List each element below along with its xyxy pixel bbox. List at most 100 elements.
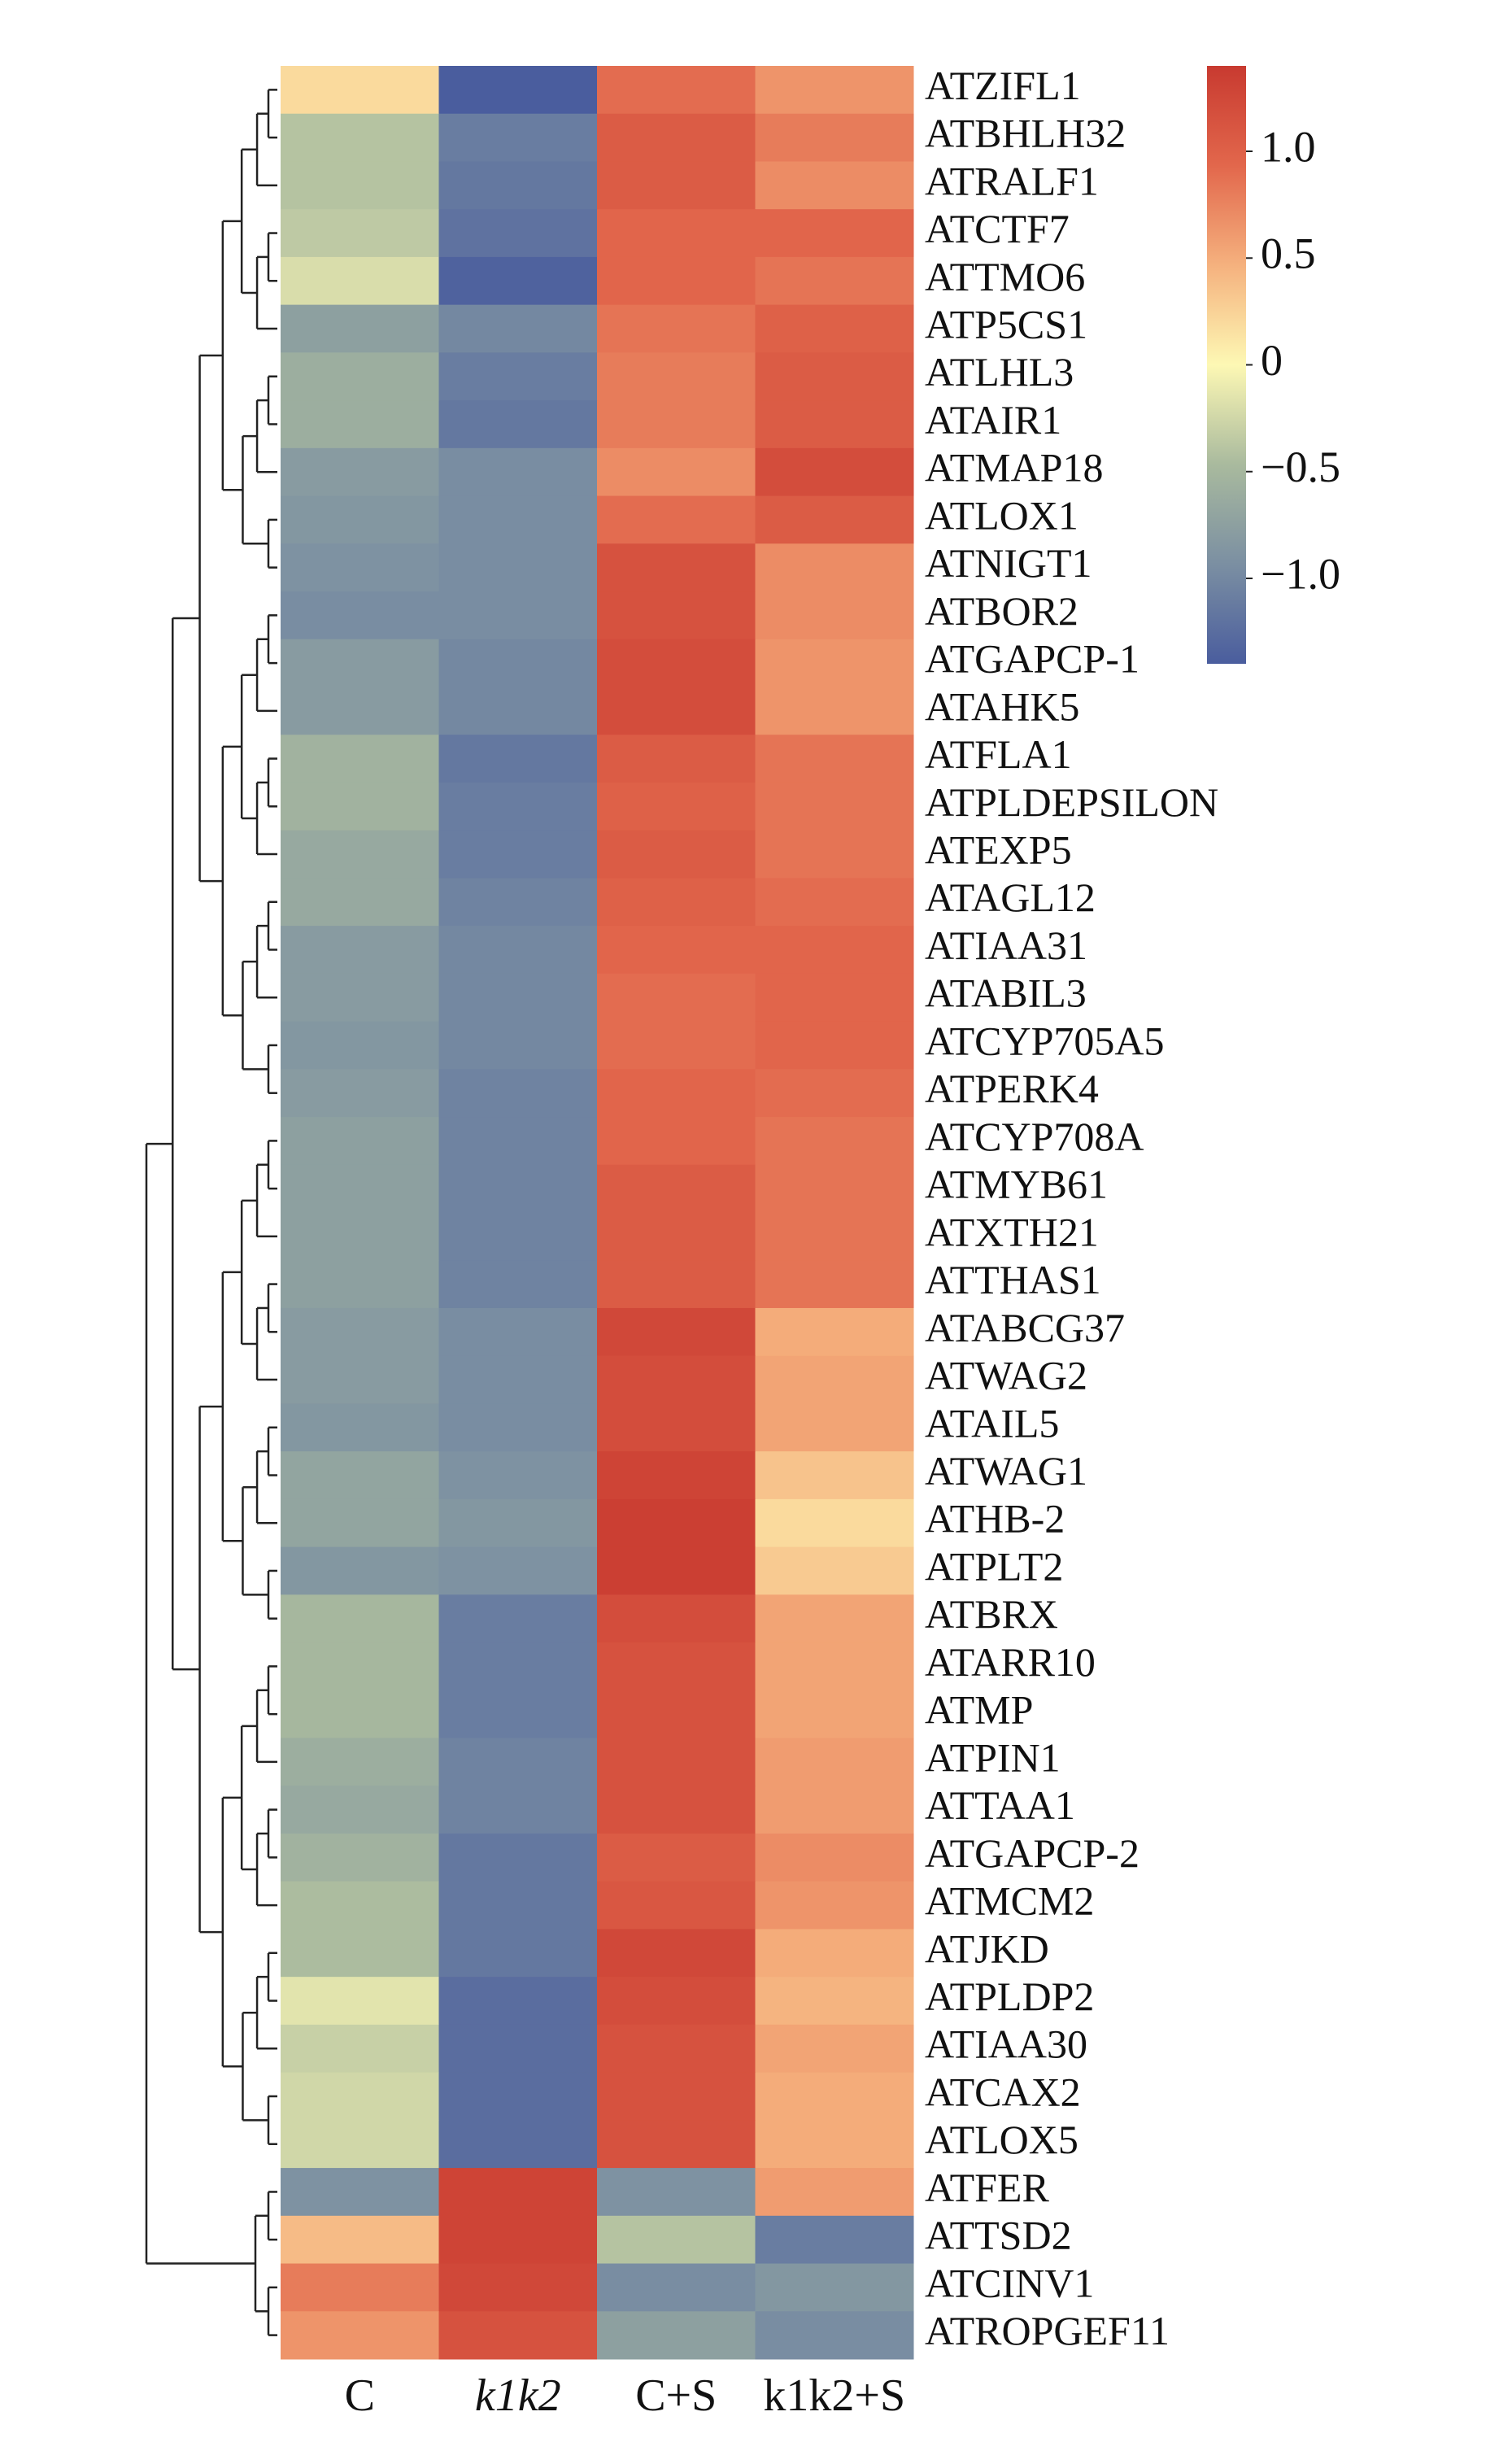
heat-cell	[597, 1690, 756, 1739]
heat-cell	[597, 1786, 756, 1834]
row-label: ATCINV1	[925, 2260, 1094, 2305]
color-bar	[1207, 66, 1246, 664]
heat-cell	[755, 447, 914, 497]
heat-cell	[755, 1786, 914, 1834]
row-label: ATEXP5	[925, 827, 1072, 873]
row-label: ATPLT2	[925, 1543, 1063, 1589]
heat-cell	[597, 1833, 756, 1882]
heat-cell	[597, 1738, 756, 1786]
heat-cell	[281, 256, 439, 306]
color-tick-label: 0	[1261, 336, 1283, 385]
heat-cell	[755, 2215, 914, 2265]
row-label: ATIAA30	[925, 2021, 1087, 2067]
heat-cell	[438, 878, 598, 927]
heat-cell	[597, 66, 756, 115]
heat-cell	[438, 113, 598, 162]
heat-cell	[281, 687, 439, 735]
heat-cell	[597, 1929, 756, 1978]
heat-cell	[755, 1642, 914, 1691]
heat-cell	[755, 1977, 914, 2026]
heat-cell	[281, 1498, 439, 1548]
heat-cell	[281, 2024, 439, 2074]
heat-cell	[438, 973, 598, 1023]
heat-cell	[755, 1021, 914, 1070]
heat-cell	[281, 973, 439, 1023]
heat-cell	[438, 830, 598, 879]
heat-cell	[597, 1117, 756, 1166]
heat-cell	[438, 161, 598, 210]
heat-cell	[755, 495, 914, 544]
row-label: ATMP	[925, 1687, 1033, 1733]
heat-cell	[281, 1833, 439, 1882]
heat-cell	[755, 543, 914, 592]
heat-cell	[438, 2024, 598, 2074]
heat-cell	[281, 543, 439, 592]
heat-cell	[438, 1546, 598, 1595]
color-tick-label: −0.5	[1261, 443, 1340, 491]
heat-cell	[597, 639, 756, 687]
heat-cell	[281, 1690, 439, 1739]
heat-cell	[597, 2072, 756, 2121]
heat-cell	[281, 1355, 439, 1404]
heat-cell	[438, 2072, 598, 2121]
heat-cell	[755, 1690, 914, 1739]
heat-cell	[438, 1833, 598, 1882]
column-label: C	[345, 2370, 375, 2421]
heat-cell	[438, 256, 598, 306]
row-label: ATLHL3	[925, 349, 1074, 395]
row-label: ATABIL3	[925, 970, 1087, 1016]
heat-cell	[281, 1642, 439, 1691]
heat-cell	[438, 2120, 598, 2169]
heat-cell	[597, 1069, 756, 1118]
heat-cell	[597, 2263, 756, 2312]
row-label: ATJKD	[925, 1925, 1049, 1971]
row-label: ATBHLH32	[925, 111, 1126, 156]
heat-cell	[281, 1546, 439, 1595]
heat-cell	[438, 1451, 598, 1500]
heat-cell	[755, 1498, 914, 1548]
heat-cell	[755, 400, 914, 449]
heat-cell	[597, 209, 756, 258]
heat-cell	[438, 209, 598, 258]
heat-cell	[281, 2072, 439, 2121]
heat-cell	[755, 352, 914, 401]
heat-cell	[597, 2215, 756, 2265]
heat-cell	[597, 447, 756, 497]
row-label: ATAGL12	[925, 874, 1096, 920]
heat-cell	[755, 1833, 914, 1882]
row-label: ATTAA1	[925, 1782, 1075, 1828]
heat-cell	[438, 2168, 598, 2217]
heat-cell	[597, 495, 756, 544]
heat-cell	[755, 639, 914, 687]
heat-cell	[755, 1881, 914, 1930]
row-label: ATCYP705A5	[925, 1018, 1164, 1063]
heat-cell	[755, 1069, 914, 1118]
heat-cell	[438, 304, 598, 353]
heat-cell	[281, 1307, 439, 1357]
heat-cell	[281, 735, 439, 783]
heat-cell	[438, 66, 598, 115]
heat-cell	[755, 2168, 914, 2217]
heat-cell	[597, 1977, 756, 2026]
row-label: ATXTH21	[925, 1209, 1099, 1254]
heat-cell	[755, 2120, 914, 2169]
row-label: ATZIFL1	[925, 63, 1081, 108]
row-label: ATIAA31	[925, 922, 1087, 968]
heat-cell	[755, 2263, 914, 2312]
heat-cell	[438, 1594, 598, 1643]
heat-cell	[281, 1164, 439, 1213]
column-label: C+S	[635, 2370, 717, 2421]
heat-cell	[755, 687, 914, 735]
heat-cell	[755, 926, 914, 975]
heat-cell	[438, 591, 598, 640]
row-label: ATPIN1	[925, 1734, 1061, 1780]
heat-cell	[597, 2120, 756, 2169]
heat-cell	[438, 687, 598, 735]
heat-cell	[438, 1977, 598, 2026]
heat-cell	[755, 878, 914, 927]
heat-cell	[438, 1498, 598, 1548]
row-label: ATNIGT1	[925, 540, 1092, 586]
heat-cell	[281, 1021, 439, 1070]
